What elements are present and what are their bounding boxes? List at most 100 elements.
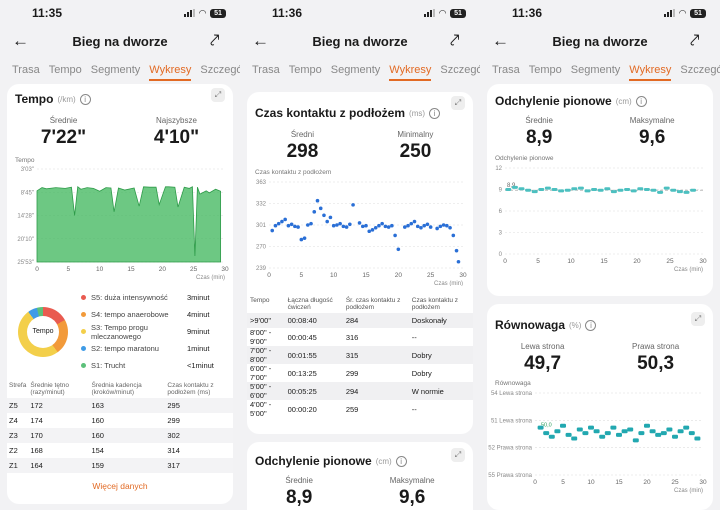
tab-trasa[interactable]: Trasa <box>252 64 280 76</box>
oscillation-data-point <box>511 185 518 189</box>
contact-data-point <box>306 223 310 227</box>
table-cell: 154 <box>91 446 104 455</box>
x-tick-label: 0 <box>267 272 271 279</box>
zone-color-dot <box>81 312 86 317</box>
balance-data-point <box>644 423 650 428</box>
tab-szczegoly[interactable]: Szczegóły <box>200 64 240 76</box>
tab-tempo[interactable]: Tempo <box>528 64 562 76</box>
y-tick-label: 55 Prawa strona <box>488 473 532 479</box>
x-tick-label: 30 <box>221 266 229 273</box>
table-cell: 6'00" - 7'00" <box>250 364 272 382</box>
battery-icon: 51 <box>450 8 466 18</box>
balance-data-point <box>627 427 634 432</box>
tempo-best-value: 4'10" <box>153 127 200 148</box>
balance-data-point <box>649 429 656 434</box>
tempo-card: ⤢ Tempo (/km) i Średnie 7'22" Najszybsze 4… <box>7 84 233 504</box>
oscillation-data-point <box>558 189 565 193</box>
contact-data-point <box>367 229 372 234</box>
oscillation-data-point <box>564 188 571 192</box>
contact-data-point <box>435 226 439 231</box>
info-icon[interactable]: i <box>395 455 407 467</box>
expand-icon[interactable]: ⤢ <box>211 88 225 102</box>
table-row: 8'00" - 9'00" 00:00:45 316 -- <box>247 328 473 346</box>
expand-icon[interactable]: ⤢ <box>451 96 465 110</box>
contact-data-point <box>309 221 313 226</box>
oscillation-data-point <box>676 190 683 194</box>
zone-duration: <1minut <box>187 361 214 370</box>
contact-data-point <box>438 224 443 229</box>
table-row: Z4 174 160 299 <box>7 413 233 428</box>
x-tick-label: 10 <box>96 266 104 273</box>
tab-segmenty[interactable]: Segmenty <box>330 64 381 76</box>
tab-szczegoly[interactable]: Szczegóły <box>440 64 480 76</box>
contact-table: Tempo Łączna długość ćwiczeń Śr. czas kont… <box>247 295 473 418</box>
y-tick-label: 14'28" <box>17 214 34 220</box>
tab-segmenty[interactable]: Segmenty <box>90 64 141 76</box>
contact-data-point <box>409 221 414 226</box>
tab-tempo[interactable]: Tempo <box>288 64 322 76</box>
x-tick-label: 15 <box>615 479 623 486</box>
contact-data-point <box>276 221 281 226</box>
balance-chart: 54 Lewa strona 51 Lewa strona 52 Prawa str… <box>488 391 707 494</box>
tab-wykresy[interactable]: Wykresy <box>389 64 432 81</box>
route-share-icon[interactable]: ⤤ <box>450 31 460 50</box>
table-cell: 159 <box>89 458 166 473</box>
table-cell: 170 <box>28 428 90 443</box>
back-arrow-icon[interactable]: ← <box>12 31 29 50</box>
zone-name: S4: tempo anaerobowe <box>91 310 169 319</box>
oscillation-max-value: 9,6 <box>398 487 426 508</box>
table-cell: 00:13:25 <box>287 368 317 378</box>
tempo-best-label: Najszybsze <box>156 116 197 125</box>
table-cell: 284 <box>342 313 409 328</box>
info-icon[interactable]: i <box>429 107 441 119</box>
contact-data-point <box>412 219 417 224</box>
balance-reference-label: 50,0 <box>541 422 552 428</box>
back-arrow-icon[interactable]: ← <box>252 31 269 50</box>
signal-icon <box>184 9 196 17</box>
x-tick-label: 15 <box>127 266 135 273</box>
info-icon[interactable]: i <box>79 93 91 105</box>
oscillation-y-label: Odchylenie pionowe <box>495 155 554 162</box>
contact-data-point <box>331 223 336 228</box>
tempo-avg-label: Średnie <box>49 116 78 125</box>
contact-data-point <box>344 225 349 229</box>
info-icon[interactable]: i <box>635 95 647 107</box>
contact-data-point <box>270 228 275 233</box>
contact-avg-label: Średni <box>290 130 314 139</box>
zone-legend: S5: duża intensywność 3minut S4: tempo ana… <box>73 289 227 374</box>
tab-szczegoly[interactable]: Szczegóły <box>680 64 720 76</box>
y-tick-label: 51 Lewa strona <box>491 418 533 424</box>
zone-legend-item: S4: tempo anaerobowe 4minut <box>81 306 227 323</box>
tab-segmenty[interactable]: Segmenty <box>570 64 621 76</box>
x-axis-unit: Czas (min) <box>674 488 703 494</box>
zone-duration: 1minut <box>187 344 210 353</box>
back-arrow-icon[interactable]: ← <box>492 31 509 50</box>
tab-wykresy[interactable]: Wykresy <box>149 64 192 81</box>
tab-bar: Trasa Tempo Segmenty Wykresy Szczegóły <box>480 56 720 90</box>
route-share-icon[interactable]: ⤤ <box>690 31 700 50</box>
balance-data-point <box>666 427 673 432</box>
route-share-icon[interactable]: ⤤ <box>210 31 220 50</box>
table-cell: 163 <box>89 398 166 413</box>
table-cell: Z2 <box>9 446 18 455</box>
tab-tempo[interactable]: Tempo <box>48 64 82 76</box>
x-tick-label: 15 <box>600 258 608 265</box>
info-icon[interactable]: i <box>585 319 597 331</box>
x-tick-label: 5 <box>561 479 565 486</box>
table-cell: Doskonały <box>408 313 473 328</box>
tab-trasa[interactable]: Trasa <box>492 64 520 76</box>
y-tick-label: 239 <box>256 266 267 272</box>
y-tick-label: 20'10" <box>17 237 34 243</box>
table-cell: W normie <box>408 382 473 400</box>
table-cell: 172 <box>28 398 90 413</box>
table-cell: 295 <box>165 398 233 413</box>
expand-icon[interactable]: ⤢ <box>691 312 705 326</box>
tab-wykresy[interactable]: Wykresy <box>629 64 672 81</box>
tab-trasa[interactable]: Trasa <box>12 64 40 76</box>
more-data-link[interactable]: Więcej danych <box>92 481 148 491</box>
x-tick-label: 0 <box>533 479 537 486</box>
balance-data-point <box>548 434 555 439</box>
expand-icon[interactable]: ⤢ <box>451 448 465 462</box>
balance-data-point <box>554 429 561 434</box>
zone-table-header: Średnie tętno (razy/minut) <box>30 382 70 396</box>
